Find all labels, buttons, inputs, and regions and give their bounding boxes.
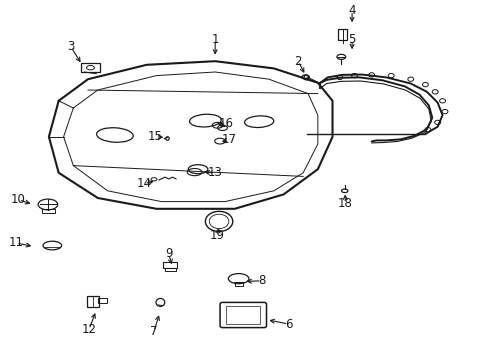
- Text: 5: 5: [347, 33, 355, 46]
- Text: 2: 2: [294, 55, 302, 68]
- Text: 11: 11: [9, 237, 23, 249]
- Text: 8: 8: [257, 274, 265, 287]
- Text: 9: 9: [164, 247, 172, 260]
- Bar: [98, 298, 106, 303]
- Text: 3: 3: [67, 40, 75, 53]
- Text: 18: 18: [337, 197, 352, 210]
- Text: 15: 15: [148, 130, 163, 143]
- Bar: [41, 209, 55, 213]
- Bar: [163, 262, 176, 268]
- Text: 7: 7: [150, 325, 158, 338]
- Text: 6: 6: [284, 318, 292, 330]
- Text: 13: 13: [207, 166, 222, 179]
- Text: 4: 4: [347, 4, 355, 17]
- Text: 12: 12: [81, 323, 96, 336]
- Text: 1: 1: [211, 33, 219, 46]
- Text: 16: 16: [218, 117, 233, 130]
- Bar: [226, 306, 260, 324]
- Text: 10: 10: [11, 193, 26, 206]
- Bar: [81, 63, 100, 72]
- Bar: [338, 29, 346, 40]
- Bar: [86, 296, 99, 307]
- Text: 17: 17: [221, 133, 236, 146]
- Bar: [234, 282, 242, 286]
- Text: 14: 14: [137, 177, 151, 190]
- Text: 19: 19: [210, 229, 224, 242]
